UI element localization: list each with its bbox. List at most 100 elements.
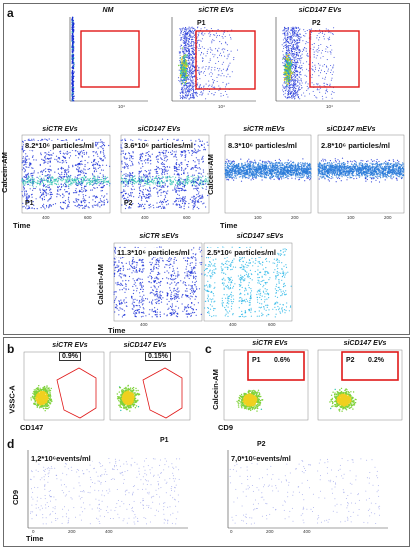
tick-sictr-top: 10⁴ — [218, 104, 225, 109]
dots-time-4 — [317, 157, 405, 183]
dots-b-2 — [116, 384, 141, 412]
time-plot-sicd147-evs — [120, 134, 210, 214]
dots-sicd147-top — [281, 26, 335, 100]
xlabel-time-mid-right: Time — [220, 221, 238, 230]
tick-600-mid-2: 600 — [183, 215, 191, 220]
gate-p1-top — [195, 30, 256, 90]
tick-400-mid-2: 400 — [141, 215, 149, 220]
gate-b-1 — [56, 367, 97, 419]
dots-nm — [71, 16, 75, 102]
ylabel-calcein-mid-right: Calcein-AM — [205, 154, 215, 195]
plot-title-sicd147-mevs: siCD147 mEVs — [326, 126, 376, 133]
tick-d2-200: 200 — [266, 529, 274, 534]
gate-label-c-p1: P1 — [252, 357, 261, 364]
count-d-p2: 7,0*10⁵events/ml — [230, 454, 292, 463]
plot-title-nm: NM — [102, 7, 114, 14]
plot-title-sicd147-sevs: siCD147 sEVs — [236, 233, 284, 240]
count-sicd147-mevs: 2.8*10⁶ particles/ml — [320, 141, 391, 150]
time-plot-sicd147-sevs — [203, 242, 293, 322]
plot-title-c-sictr: siCTR EVs — [252, 340, 288, 347]
dots-d-1 — [29, 457, 181, 525]
dots-time-2 — [120, 138, 210, 210]
dots-c-1 — [236, 389, 264, 412]
scatter-c-sicd147 — [317, 349, 403, 421]
time-plot-sictr-mevs — [224, 134, 312, 214]
tick-d-0: 0 — [32, 529, 35, 534]
gate-label-p2-top: P2 — [312, 20, 321, 27]
dots-b-1 — [30, 385, 53, 412]
tick-400-mid-1: 400 — [42, 215, 50, 220]
dots-d-2 — [229, 457, 381, 525]
xlabel-time-d: Time — [26, 534, 44, 543]
gate-c-p1 — [247, 351, 305, 381]
plot-title-sictr-sevs: siCTR sEVs — [139, 233, 179, 240]
xlabel-cd9-c: CD9 — [218, 423, 234, 432]
plot-title-sicd147-evs-mid: siCD147 EVs — [137, 126, 181, 133]
scatter-sictr-top — [171, 17, 256, 102]
count-sictr-sevs: 11.3*10⁶ particles/ml — [116, 248, 191, 257]
ylabel-calcein-bottom: Calcein-AM — [95, 264, 105, 305]
panel-bcd-frame — [3, 337, 410, 547]
count-d-p1: 1,2*10⁶events/ml — [30, 454, 92, 463]
tick-400-bottom-2: 400 — [229, 322, 237, 327]
ylabel-calcein-c: Calcein-AM — [210, 369, 220, 410]
tick-100-mid-3: 100 — [254, 215, 262, 220]
tick-600-bottom-2: 600 — [268, 322, 276, 327]
tick-200-mid-4: 200 — [384, 215, 392, 220]
scatter-nm — [69, 16, 148, 102]
plot-title-sictr-evs-mid: siCTR EVs — [42, 126, 78, 133]
plot-title-c-sicd147: siCD147 EVs — [343, 340, 387, 347]
tick-200-mid-3: 200 — [291, 215, 299, 220]
scatter-b-sictr — [23, 351, 105, 421]
pct-c-sictr: 0.6% — [274, 357, 290, 364]
tick-d-200: 200 — [68, 529, 76, 534]
ylabel-vssc: VSSC-A — [7, 385, 17, 414]
plot-title-b-sicd147: siCD147 EVs — [123, 342, 167, 349]
scatter-c-sictr — [223, 349, 309, 421]
scatter-sicd147-top — [275, 17, 360, 102]
gate-label-p1-top: P1 — [197, 20, 206, 27]
gate-c-p2 — [341, 351, 399, 381]
pct-b-sictr: 0.9% — [59, 352, 81, 361]
tick-400-bottom: 400 — [140, 322, 148, 327]
xlabel-time-mid-left: Time — [13, 221, 31, 230]
panel-d-letter: d — [7, 437, 15, 451]
panel-b-letter: b — [7, 342, 15, 356]
pct-b-sicd147: 0.15% — [145, 352, 171, 361]
tick-sicd147-top: 10⁴ — [326, 104, 333, 109]
gate-b-2 — [142, 367, 183, 419]
tick-d2-0: 0 — [230, 529, 233, 534]
count-sictr-evs: 8.2*10⁶ particles/ml — [24, 141, 95, 150]
dots-c-2 — [329, 387, 357, 412]
gate-label-d-p1: P1 — [160, 437, 169, 444]
tick-nm: 10⁴ — [118, 104, 125, 109]
dots-time-5 — [113, 246, 203, 318]
dots-time-6 — [203, 246, 292, 318]
plot-title-b-sictr: siCTR EVs — [52, 342, 88, 349]
tick-d-400: 400 — [105, 529, 113, 534]
panel-a-frame — [3, 3, 410, 335]
time-plot-sicd147-mevs — [317, 134, 405, 214]
dots-time-3 — [224, 158, 312, 182]
gate-label-p1-mid: P1 — [25, 200, 34, 207]
tick-600-mid-1: 600 — [84, 215, 92, 220]
tick-100-mid-4: 100 — [347, 215, 355, 220]
panel-a-letter: a — [7, 6, 14, 20]
count-sictr-mevs: 8.3*10⁶ particles/ml — [227, 141, 298, 150]
xlabel-time-bottom: Time — [108, 326, 126, 335]
gate-label-c-p2: P2 — [346, 357, 355, 364]
plot-title-sictr-mevs: siCTR mEVs — [243, 126, 285, 133]
ylabel-cd9-d: CD9 — [11, 489, 21, 506]
pct-c-sicd147: 0.2% — [368, 357, 384, 364]
ylabel-calcein-mid-left: Calcein-AM — [0, 152, 9, 193]
dots-sictr-top — [177, 26, 239, 100]
gate-label-p2-mid: P2 — [124, 200, 133, 207]
tick-d2-400: 400 — [303, 529, 311, 534]
gate-label-d-p2: P2 — [257, 441, 266, 448]
count-sicd147-evs: 3.6*10⁶ particles/ml — [123, 141, 194, 150]
xlabel-cd147: CD147 — [20, 423, 44, 432]
plot-title-sicd147-evs-top: siCD147 EVs — [298, 7, 342, 14]
scatter-b-sicd147 — [109, 351, 191, 421]
plot-title-sictr-evs-top: siCTR EVs — [198, 7, 234, 14]
count-sicd147-sevs: 2.5*10⁶ particles/ml — [206, 248, 277, 257]
